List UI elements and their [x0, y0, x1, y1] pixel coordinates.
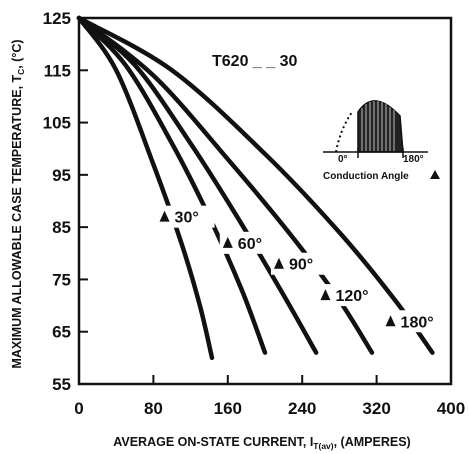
y-tick-label-7: 125 [43, 9, 71, 28]
series-line-4 [76, 15, 435, 355]
series-line-2 [76, 15, 319, 355]
series-label-bg-4 [382, 310, 441, 333]
inset-end-label: 180° [403, 154, 424, 165]
series-line-1 [76, 15, 268, 355]
y-tick-label-6: 115 [44, 61, 71, 80]
x-tick-label-2: 160 [214, 399, 242, 418]
x-tick-label-5: 400 [437, 399, 465, 418]
series-label-3: 120° [335, 288, 368, 305]
x-axis-title-main: AVERAGE ON-STATE CURRENT, I [113, 435, 313, 449]
series-label-2: 90° [289, 257, 313, 274]
y-axis-title-main: MAXIMUM ALLOWABLE CASE TEMPERATURE, T [10, 74, 24, 368]
series-marker-1 [222, 236, 233, 248]
y-tick-label-5: 105 [43, 114, 71, 133]
y-tick-label-4: 95 [52, 166, 71, 185]
x-axis-ticks: 0 80 160 240 320 400 [74, 375, 465, 418]
x-axis-title-suffix: , (AMPERES) [334, 435, 411, 449]
inset-caption: Conduction Angle [323, 171, 409, 182]
y-axis-title: MAXIMUM ALLOWABLE CASE TEMPERATURE, TC, … [10, 39, 26, 368]
y-axis-ticks: 55 65 75 85 95 105 115 125 [43, 9, 88, 394]
series-markers: 30° 60° 90° 120° 180° [156, 205, 441, 333]
y-tick-label-0: 55 [52, 375, 71, 394]
y-axis-title-subscript: C [16, 69, 26, 75]
series-label-bg-0 [156, 205, 215, 228]
y-axis-title-suffix: , (°C) [10, 39, 24, 68]
series-marker-3 [320, 289, 331, 301]
x-tick-label-3: 240 [288, 399, 316, 418]
series-marker-0 [159, 210, 170, 222]
inset-conduction-waveform [357, 100, 404, 153]
y-tick-label-2: 75 [52, 270, 71, 289]
inset-hatching [361, 101, 395, 151]
x-tick-label-1: 80 [144, 399, 163, 418]
inset-caption-triangle [430, 170, 440, 179]
series-line-0 [76, 15, 215, 361]
x-tick-label-4: 320 [362, 399, 390, 418]
series-label-0: 30° [175, 210, 199, 227]
inset-zero-label: 0° [338, 154, 348, 165]
series-label-4: 180° [401, 314, 434, 331]
inset-dotted-curve [335, 111, 353, 153]
series-label-bg-1 [219, 231, 278, 254]
y-tick-label-3: 85 [52, 218, 71, 237]
series-label-bg-2 [270, 252, 329, 275]
plot-frame [77, 16, 453, 386]
y-tick-label-1: 65 [52, 323, 71, 342]
conduction-angle-inset: 0° 180° Conduction Angle [323, 100, 440, 182]
x-tick-label-0: 0 [74, 399, 83, 418]
x-axis-title-subscript: T(av) [313, 441, 333, 451]
x-axis-title: AVERAGE ON-STATE CURRENT, IT(av), (AMPER… [113, 435, 410, 451]
series-marker-4 [385, 315, 396, 327]
series-marker-2 [273, 257, 284, 269]
series-label-bg-3 [317, 284, 376, 307]
series-label-1: 60° [238, 236, 262, 253]
part-number-label: T620 _ _ 30 [212, 53, 298, 70]
